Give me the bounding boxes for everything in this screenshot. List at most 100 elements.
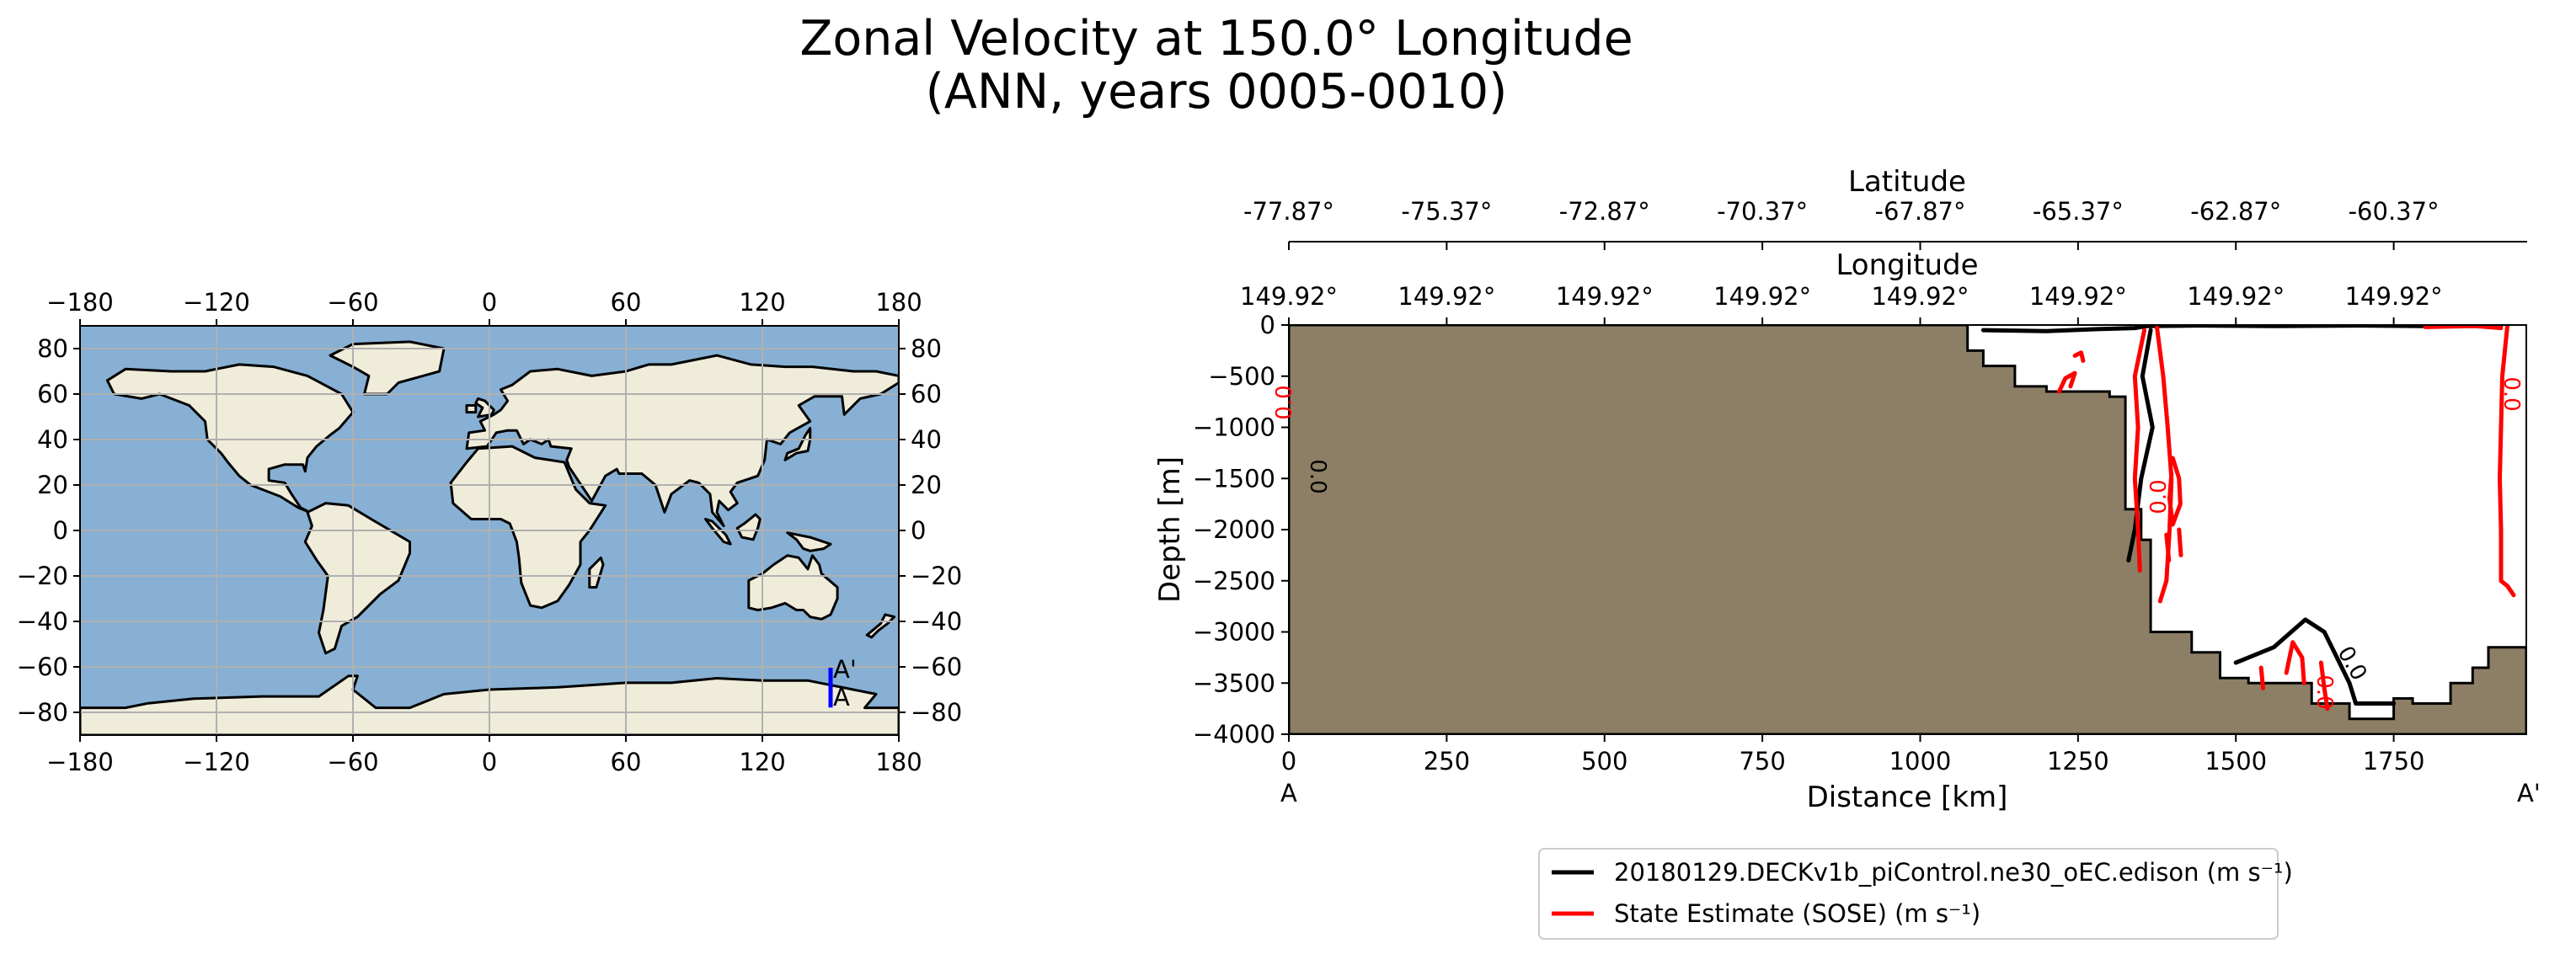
contour-series1-path7 [2284,640,2306,685]
map-transect-start-label: A [833,683,850,712]
section-ylabel-1: −500 [1208,362,1275,391]
section-bathymetry [1289,325,2526,734]
section-end-label: A' [2517,779,2541,807]
latitude-tick-label-5: -65.37° [2033,197,2124,226]
map-ylabel-left-8: −80 [17,698,68,727]
map-xlabel-top-6: 180 [875,288,922,317]
map-tick-labels: −180 −180 −120 −120 −60 −60 0 0 60 60 120 120 180 180… [17,288,962,776]
land-sumatra [704,518,732,546]
section-y-axis-label: Depth [m] [1153,456,1187,603]
section-ylabel-4: −2000 [1193,515,1275,544]
section-ylabel-2: −1000 [1193,413,1275,442]
section-ylabel-7: −3500 [1193,669,1275,697]
latitude-tick-label-2: -72.87° [1559,197,1650,226]
longitude-tick-label-7: 149.92° [2345,282,2443,311]
contour-series1-path8 [2318,660,2330,712]
map-ylabel-right-6: −40 [911,607,962,636]
latitude-tick-label-7: -60.37° [2349,197,2440,226]
section-xlabel-7: 1750 [2363,747,2425,775]
map-ylabel-right-4: 0 [911,516,926,545]
contour-series1-path0 [2132,328,2147,573]
land-north-america [105,363,355,514]
section-ylabel-0: 0 [1260,311,1275,339]
section-xlabel-1: 250 [1424,747,1470,775]
contour-series0-path1 [2233,617,2397,706]
longitude-tick-label-3: 149.92° [1713,282,1811,311]
land-japan [783,427,812,461]
map-ylabel-left-7: −60 [17,653,68,681]
map-xlabel-top-1: −120 [183,288,250,317]
map-tick-marks [73,319,906,742]
section-xlabel-6: 1500 [2205,747,2267,775]
map-ylabel-left-5: −20 [17,562,68,590]
section-tick-labels: 0 250 500 750 1000 1250 1500 1750 0 −500 −1000 −150… [1193,311,2425,775]
longitude-tick-label-4: 149.92° [1871,282,1969,311]
contour-series1-path3 [2498,325,2516,598]
contour-label-red-2: 0.0 [2146,479,2172,514]
section-xlabel-5: 1250 [2047,747,2109,775]
contour-label-red-3: 0.0 [2499,376,2524,411]
land-new-guinea [786,531,832,552]
latitude-axis-label: Latitude [1848,165,1966,199]
section-xlabel-2: 500 [1581,747,1627,775]
map-ylabel-right-7: −60 [911,653,962,681]
figure-title-line1: Zonal Velocity at 150.0° Longitude [799,11,1633,67]
map-gridlines [80,326,899,735]
contour-label-red-4: 0.0 [2311,674,2337,709]
contour-series1-path2 [2167,456,2183,527]
contour-series0-path2 [1980,325,2150,333]
latitude-tick-label-0: -77.87° [1243,197,1334,226]
map-ylabel-left-0: 80 [37,334,68,363]
map-ylabel-left-3: 20 [37,471,68,499]
section-xlabel-4: 1000 [1889,747,1952,775]
section-ylabel-6: −3000 [1193,618,1275,647]
latitude-tick-label-4: -67.87° [1874,197,1965,226]
map-ylabel-left-2: 40 [37,425,68,454]
land-ireland [465,404,478,414]
contour-series1-path6 [2072,350,2086,363]
contour-series1-path4 [2423,325,2504,331]
map-ylabel-right-2: 40 [911,425,942,454]
map-ylabel-left-6: −40 [17,607,68,636]
map-xlabel-bottom-0: −180 [46,748,114,776]
latitude-tick-label-3: -70.37° [1717,197,1808,226]
map-xlabel-bottom-2: −60 [327,748,378,776]
map-xlabel-bottom-3: 0 [482,748,497,776]
map-panel: −180 −180 −120 −120 −60 −60 0 0 60 60 120 120 180 180… [17,288,962,776]
land-greenland [329,340,446,396]
map-ylabel-left-4: 0 [53,516,68,545]
contour-series1-path5 [2056,370,2077,394]
map-xlabel-top-5: 120 [739,288,785,317]
latitude-tick-label-1: -75.37° [1401,197,1492,226]
section-tick-marks [1281,317,2395,742]
figure-title-line2: (ANN, years 0005-0010) [926,64,1508,120]
map-xlabel-bottom-1: −120 [183,748,250,776]
legend-label-model: 20180129.DECKv1b_piControl.ne30_oEC.edis… [1614,858,2293,887]
map-xlabel-top-2: −60 [327,288,378,317]
legend-label-sose: State Estimate (SOSE) (m s⁻¹) [1614,899,1980,928]
latitude-tick-label-6: -62.87° [2190,197,2281,226]
longitude-tick-label-2: 149.92° [1556,282,1654,311]
legend: 20180129.DECKv1b_piControl.ne30_oEC.edis… [1538,848,2293,940]
map-ylabel-right-0: 80 [911,334,942,363]
contour-series0-path0 [2126,328,2155,562]
map-ylabel-right-5: −20 [911,562,962,590]
longitude-tick-label-1: 149.92° [1398,282,1495,311]
section-ylabel-5: −2500 [1193,567,1275,595]
map-xlabel-bottom-4: 60 [611,748,642,776]
map-transect-end-label: A' [833,655,857,684]
latitude-axis-ticks: -77.87° -75.37° -72.87° -70.37° -67.87° -65.3… [1243,197,2440,250]
contour-series1-path9 [2258,665,2265,690]
longitude-axis-label: Longitude [1836,248,1978,282]
section-x-axis-label: Distance [km] [1807,781,2008,814]
land-borneo [735,513,762,541]
land-australia [747,554,839,621]
map-xlabel-bottom-5: 120 [739,748,785,776]
map-land [80,340,899,735]
longitude-tick-label-5: 149.92° [2029,282,2127,311]
map-xlabel-top-0: −180 [46,288,114,317]
map-xlabel-top-3: 0 [482,288,497,317]
longitude-tick-label-0: 149.92° [1240,282,1338,311]
map-ylabel-right-1: 60 [911,380,942,408]
